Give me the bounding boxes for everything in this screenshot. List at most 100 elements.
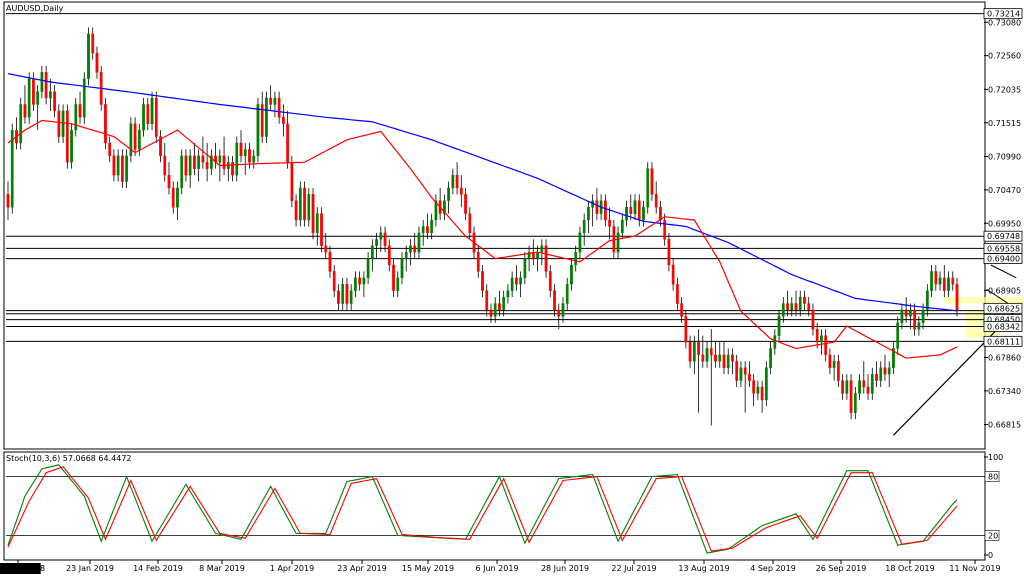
candle-body <box>197 155 201 169</box>
x-tick-label: 26 Sep 2019 <box>816 564 867 573</box>
candle-body <box>426 226 429 234</box>
candle-body <box>794 303 798 311</box>
candle-body <box>349 290 353 304</box>
candle-body <box>498 303 501 311</box>
candle-body <box>65 110 69 163</box>
candle-body <box>235 142 239 176</box>
candle-body <box>379 232 383 240</box>
time-axis: 01.02 0:00 23 Jan 2019 14 Feb 2019 8 Mar 20… <box>0 560 1001 574</box>
candle-body <box>646 168 650 208</box>
candle-body <box>676 284 679 304</box>
candle-body <box>150 97 154 124</box>
candle-body <box>764 367 768 401</box>
candle-body <box>701 354 705 362</box>
candle-body <box>832 361 836 368</box>
candle-body <box>137 129 141 150</box>
y-tick-label: 0.69950 <box>988 219 1021 228</box>
candle-body <box>383 232 387 246</box>
stoch-main-line <box>7 464 958 554</box>
candle-body <box>515 277 518 285</box>
candle-body <box>324 245 328 253</box>
candle-body <box>837 361 840 381</box>
candle-body <box>104 104 107 144</box>
price-label: 0.68342 <box>987 323 1020 332</box>
candle-body <box>629 206 633 214</box>
candle-body <box>36 91 40 105</box>
candlesticks <box>6 27 959 426</box>
candle-body <box>142 104 145 131</box>
candle-body <box>6 194 10 208</box>
candle-body <box>900 309 904 323</box>
candle-body <box>256 104 260 157</box>
candle-body <box>650 168 654 195</box>
candle-body <box>853 393 857 413</box>
candle-body <box>722 354 726 368</box>
candle-body <box>925 290 929 311</box>
candle-body <box>188 155 192 176</box>
candle-body <box>748 373 751 381</box>
candle-body <box>642 206 645 221</box>
candle-body <box>311 194 315 234</box>
candle-body <box>493 303 497 317</box>
x-current-time-label: 01.02 0:00 <box>0 564 40 573</box>
candle-body <box>19 104 23 144</box>
candle-body <box>773 335 777 349</box>
x-tick-label: 11 Nov 2019 <box>949 564 1000 573</box>
candle-body <box>443 200 446 214</box>
candle-body <box>858 380 861 394</box>
candle-body <box>193 155 196 169</box>
stoch-y-label: 100 <box>988 453 1003 462</box>
candle-body <box>917 322 921 330</box>
candle-body <box>307 194 311 221</box>
candle-body <box>370 245 374 259</box>
candle-body <box>777 316 781 336</box>
stoch-y-label: 80 <box>988 473 998 482</box>
candle-body <box>180 155 184 189</box>
candle-body <box>603 200 607 221</box>
candle-body <box>892 348 895 368</box>
candle-body <box>265 97 268 137</box>
candle-body <box>921 309 925 323</box>
candle-body <box>116 155 120 176</box>
candle-body <box>739 367 743 381</box>
candle-body <box>286 123 289 163</box>
candle-body <box>697 341 700 356</box>
candle-body <box>409 245 412 253</box>
candle-body <box>341 284 345 304</box>
stoch-level-box <box>984 471 1000 482</box>
candle-body <box>731 354 734 362</box>
candle-body <box>718 354 722 362</box>
candle-body <box>481 271 484 291</box>
candle-body <box>637 200 641 221</box>
candle-body <box>78 104 82 118</box>
candle-body <box>201 155 205 163</box>
candle-body <box>616 232 620 253</box>
candle-body <box>680 303 683 317</box>
candle-body <box>523 258 527 279</box>
candle-body <box>625 206 628 221</box>
candle-body <box>366 258 370 279</box>
candle-body <box>574 251 578 266</box>
candle-body <box>49 91 52 99</box>
candle-body <box>553 290 556 311</box>
y-tick-label: 0.72560 <box>988 52 1021 61</box>
candle-body <box>171 187 175 208</box>
candle-body <box>252 155 256 163</box>
candle-body <box>798 296 802 311</box>
y-tick-label: 0.72035 <box>988 85 1021 94</box>
stoch-y-label: 0 <box>988 551 993 560</box>
candle-body <box>413 245 417 253</box>
x-tick-label: 14 Feb 2019 <box>133 564 183 573</box>
candle-body <box>298 187 302 221</box>
candle-body <box>421 226 425 234</box>
candle-body <box>375 239 378 246</box>
candle-body <box>27 78 31 118</box>
candle-body <box>396 277 400 291</box>
candle-body <box>476 251 480 272</box>
candle-body <box>845 380 849 394</box>
candle-body <box>815 329 819 343</box>
candle-body <box>362 277 366 285</box>
candle-body <box>531 251 535 259</box>
candle-body <box>464 194 467 214</box>
x-tick-label: 18 Oct 2019 <box>885 564 934 573</box>
